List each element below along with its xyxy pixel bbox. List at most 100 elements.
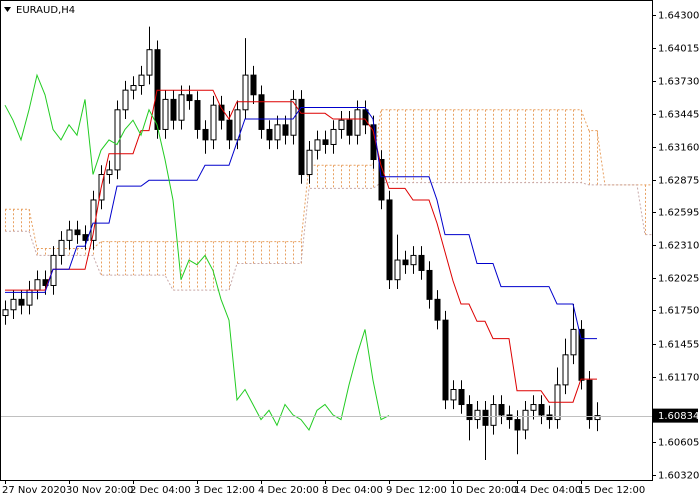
candle-body (410, 254, 417, 266)
y-tick-label: 1.62310 (658, 241, 699, 252)
candle-body (50, 254, 57, 286)
candle-body (58, 239, 65, 256)
x-tick-label: 3 Dec 12:00 (194, 485, 255, 496)
candle-body (122, 89, 129, 111)
x-tick-label: 9 Dec 12:00 (386, 485, 447, 496)
candle-body (146, 49, 153, 76)
candle-body (258, 94, 265, 130)
candle-body (298, 98, 305, 176)
indicator-line (5, 89, 597, 403)
candle-body (154, 49, 161, 130)
plot-area (0, 26, 652, 461)
plot-frame (0, 0, 653, 481)
chart-title: EURAUD,H4 (16, 5, 75, 16)
candle-body (186, 94, 193, 102)
candle-body (362, 109, 369, 126)
y-tick-label: 1.61170 (658, 373, 699, 384)
candle-body (386, 199, 393, 281)
candle-body (322, 139, 329, 145)
candle-body (2, 309, 9, 317)
candle-body (498, 404, 505, 416)
candle-body (562, 354, 569, 386)
candle-body (314, 139, 321, 151)
x-tick-label: 27 Nov 2020 (2, 485, 66, 496)
candle-body (466, 404, 473, 421)
candle-body (482, 409, 489, 426)
candle-body (514, 419, 521, 431)
x-tick-label: 14 Dec 04:00 (514, 485, 581, 496)
candle-body (354, 109, 361, 136)
candle-body (458, 389, 465, 406)
candle-body (250, 74, 257, 96)
candle-body (522, 409, 529, 431)
candle-body (266, 128, 273, 141)
candle-body (130, 85, 137, 91)
y-tick-label: 1.60320 (658, 471, 699, 482)
candle-body (274, 124, 281, 141)
candle-body (578, 328, 585, 381)
candle-body (506, 414, 513, 421)
x-tick-label: 30 Nov 20:00 (66, 485, 133, 496)
y-tick-label: 1.63445 (658, 110, 699, 121)
candle-body (162, 98, 169, 130)
candle-body (290, 98, 297, 136)
candle-body (434, 298, 441, 321)
candle-body (18, 298, 25, 306)
y-tick-label: 1.61750 (658, 306, 699, 317)
candle-body (242, 74, 249, 111)
candle-body (346, 119, 353, 136)
candle-body (394, 259, 401, 281)
candle-body (538, 404, 545, 416)
y-tick-label: 1.63730 (658, 77, 699, 88)
candle-body (442, 319, 449, 401)
candle-body (226, 119, 233, 141)
y-tick-label: 1.62025 (658, 274, 699, 285)
last-price-label: 1.60834 (658, 411, 699, 422)
candle-body (66, 229, 73, 241)
x-tick-label: 4 Dec 20:00 (258, 485, 319, 496)
y-tick-label: 1.62595 (658, 208, 699, 219)
candle-body (138, 74, 145, 87)
y-tick-label: 1.60605 (658, 438, 699, 449)
x-tick-label: 15 Dec 12:00 (578, 485, 645, 496)
candle-body (338, 119, 345, 130)
candle-body (530, 404, 537, 411)
y-tick-label: 1.64300 (658, 11, 699, 22)
indicator-line (4, 73, 390, 431)
candle-body (586, 379, 593, 421)
y-tick-label: 1.64015 (658, 44, 699, 55)
candle-body (170, 98, 177, 121)
y-tick-label: 1.62875 (658, 176, 699, 187)
candle-body (418, 254, 425, 271)
candle-body (330, 128, 337, 145)
candle-body (194, 100, 201, 130)
candle-body (490, 404, 497, 426)
candle-body (282, 124, 289, 136)
y-tick-label: 1.63160 (658, 143, 699, 154)
candle-body (546, 414, 553, 421)
last-price-box (652, 408, 698, 423)
candle-body (106, 169, 113, 176)
candle-body (450, 389, 457, 401)
candle-body (402, 259, 409, 266)
indicator-line (5, 107, 597, 340)
symbol-menu-arrow[interactable] (4, 7, 11, 12)
candle-body (474, 409, 481, 421)
candle-body (426, 269, 433, 300)
x-tick-label: 2 Dec 04:00 (130, 485, 191, 496)
candle-body (210, 104, 217, 141)
candle-body (202, 128, 209, 141)
candle-body (594, 415, 601, 421)
candle-body (10, 298, 17, 311)
candle-body (74, 229, 81, 236)
candle-body (570, 328, 577, 356)
x-tick-label: 8 Dec 04:00 (322, 485, 383, 496)
x-tick-label: 10 Dec 20:00 (450, 485, 517, 496)
y-tick-label: 1.61455 (658, 340, 699, 351)
candle-body (178, 94, 185, 121)
candle-body (218, 104, 225, 121)
candle-body (378, 158, 385, 201)
